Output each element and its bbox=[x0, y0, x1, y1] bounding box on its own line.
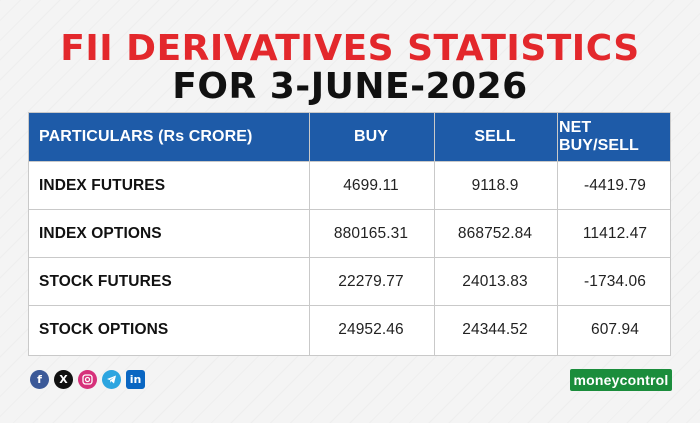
buy-value: 24952.46 bbox=[338, 321, 404, 338]
table-row: STOCK FUTURES 22279.77 24013.83 -1734.06 bbox=[29, 257, 670, 305]
table-row: STOCK OPTIONS 24952.46 24344.52 607.94 bbox=[29, 305, 670, 353]
net-value: -4419.79 bbox=[584, 177, 646, 194]
derivatives-table: PARTICULARS (Rs CRORE) BUY SELL NET BUY/… bbox=[28, 112, 671, 356]
column-divider bbox=[309, 113, 310, 355]
net-value: 11412.47 bbox=[582, 225, 648, 242]
instagram-icon[interactable] bbox=[78, 370, 97, 389]
column-divider bbox=[557, 113, 558, 355]
net-value: -1734.06 bbox=[584, 273, 646, 290]
buy-value: 880165.31 bbox=[333, 225, 409, 242]
sell-value: 9118.9 bbox=[471, 177, 519, 194]
social-icons: f X in bbox=[30, 370, 145, 389]
table-header-row: PARTICULARS (Rs CRORE) BUY SELL NET BUY/… bbox=[29, 113, 670, 161]
header-net: NET BUY/SELL bbox=[559, 119, 639, 154]
sell-value: 24344.52 bbox=[462, 321, 528, 338]
brand-part1: money bbox=[573, 372, 620, 388]
column-divider bbox=[434, 113, 435, 355]
telegram-icon[interactable] bbox=[102, 370, 121, 389]
sell-value: 24013.83 bbox=[462, 273, 528, 290]
page-title-line1: FII DERIVATIVES STATISTICS bbox=[60, 28, 640, 69]
table-row: INDEX OPTIONS 880165.31 868752.84 11412.… bbox=[29, 209, 670, 257]
facebook-icon[interactable]: f bbox=[30, 370, 49, 389]
linkedin-icon[interactable]: in bbox=[126, 370, 145, 389]
header-buy: BUY bbox=[353, 128, 389, 145]
header-particulars: PARTICULARS (Rs CRORE) bbox=[39, 128, 253, 145]
row-label: INDEX FUTURES bbox=[39, 177, 166, 194]
row-label: INDEX OPTIONS bbox=[39, 225, 162, 242]
x-icon[interactable]: X bbox=[54, 370, 73, 389]
row-label: STOCK OPTIONS bbox=[39, 321, 169, 338]
page-title-line2: FOR 3-JUNE-2026 bbox=[172, 66, 528, 107]
brand-part2: control bbox=[619, 372, 669, 388]
moneycontrol-logo: money control bbox=[570, 369, 672, 391]
buy-value: 4699.11 bbox=[343, 177, 399, 194]
net-value: 607.94 bbox=[590, 321, 639, 338]
buy-value: 22279.77 bbox=[338, 273, 404, 290]
row-label: STOCK FUTURES bbox=[39, 273, 172, 290]
header-sell: SELL bbox=[474, 128, 516, 145]
sell-value: 868752.84 bbox=[457, 225, 533, 242]
table-row: INDEX FUTURES 4699.11 9118.9 -4419.79 bbox=[29, 161, 670, 209]
